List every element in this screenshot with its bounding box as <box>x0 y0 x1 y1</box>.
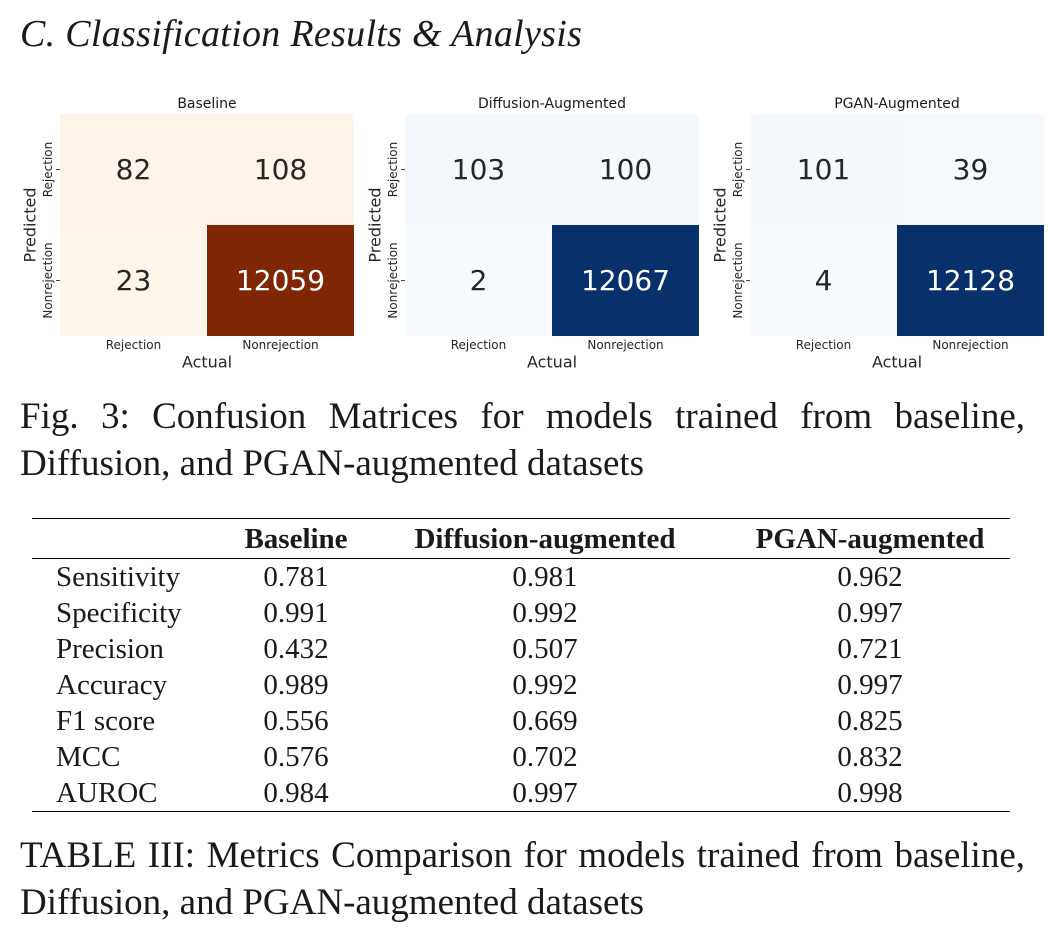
cm-x-tick-label: Nonrejection <box>932 338 1008 352</box>
table-cell: 0.832 <box>837 741 903 773</box>
cm-cell-value: 23 <box>116 264 152 297</box>
table-row: MCC 0.576 0.702 0.832 <box>32 739 1010 775</box>
cm-cell-value: 82 <box>116 153 152 186</box>
figure-caption: Fig. 3: Confusion Matrices for models tr… <box>20 396 1025 484</box>
cm-x-axis-label: Actual <box>872 353 922 372</box>
cm-y-tick-label: Nonrejection <box>386 242 400 318</box>
confusion-matrices-svg: Baseline 82 108 23 12059 Rejection Nonrejectio… <box>21 96 1044 372</box>
table-cell: 0.702 <box>512 741 578 773</box>
cm-cell <box>405 114 552 225</box>
cm-cell <box>60 225 207 336</box>
cm-y-axis-label: Predicted <box>21 187 40 262</box>
cm-cell <box>552 114 699 225</box>
table-row: Precision 0.432 0.507 0.721 <box>32 631 1010 667</box>
table-header-row: Baseline Diffusion-augmented PGAN-augmen… <box>32 518 1010 559</box>
cm-x-tick-label: Rejection <box>106 338 161 352</box>
table-row: Specificity 0.991 0.992 0.997 <box>32 595 1010 631</box>
table-cell: 0.997 <box>837 669 903 701</box>
metrics-table: Baseline Diffusion-augmented PGAN-augmen… <box>32 518 1010 812</box>
table-header-cell: Baseline <box>244 523 348 555</box>
cm-cell-value: 12128 <box>926 264 1015 297</box>
table-cell: 0.992 <box>512 597 578 629</box>
table-cell: 0.997 <box>512 777 578 809</box>
table-row-label: Sensitivity <box>56 561 181 593</box>
table-header-cell: PGAN-augmented <box>755 523 985 555</box>
table-cell: 0.507 <box>512 633 578 665</box>
table-cell: 0.576 <box>263 741 329 773</box>
cm-x-axis-label: Actual <box>182 353 232 372</box>
cm-x-tick-label: Rejection <box>451 338 506 352</box>
cm-x-tick-label: Nonrejection <box>242 338 318 352</box>
cm-cell <box>207 114 354 225</box>
table-cell: 0.825 <box>837 705 903 737</box>
cm-title: Diffusion-Augmented <box>478 96 626 112</box>
table-cell: 0.992 <box>512 669 578 701</box>
cm-cell-value: 39 <box>953 153 989 186</box>
confusion-matrices-figure: Baseline 82 108 23 12059 Rejection Nonrejectio… <box>0 88 1048 378</box>
cm-cell-value: 101 <box>797 153 850 186</box>
section-title: C. Classification Results & Analysis <box>20 13 583 55</box>
cm-cell-value: 100 <box>599 153 652 186</box>
table-cell: 0.556 <box>263 705 329 737</box>
cm-cell-value: 12067 <box>581 264 670 297</box>
cm-cell <box>405 225 552 336</box>
table-row-label: Specificity <box>56 597 182 629</box>
table-row-label: F1 score <box>56 705 156 737</box>
cm-y-tick-label: Nonrejection <box>731 242 745 318</box>
cm-x-axis-label: Actual <box>527 353 577 372</box>
cm-y-tick-label: Rejection <box>386 142 400 197</box>
table-cell: 0.721 <box>837 633 903 665</box>
table-row: Accuracy 0.989 0.992 0.997 <box>32 667 1010 703</box>
table-row: F1 score 0.556 0.669 0.825 <box>32 703 1010 739</box>
table-header-cell: Diffusion-augmented <box>414 523 676 555</box>
table-cell: 0.984 <box>263 777 329 809</box>
cm-x-tick-label: Rejection <box>796 338 851 352</box>
cm-title: Baseline <box>177 96 236 112</box>
table-header-cell <box>32 519 232 559</box>
table-row-label: MCC <box>56 741 121 773</box>
cm-cell-value: 103 <box>452 153 505 186</box>
table-cell: 0.997 <box>837 597 903 629</box>
table-cell: 0.669 <box>512 705 578 737</box>
table-cell: 0.991 <box>263 597 329 629</box>
table-cell: 0.981 <box>512 561 578 593</box>
cm-title: PGAN-Augmented <box>834 96 960 112</box>
cm-cell-value: 4 <box>815 264 833 297</box>
table-row-label: Precision <box>56 633 164 665</box>
table-row-label: Accuracy <box>56 669 168 701</box>
table-cell: 0.998 <box>837 777 903 809</box>
cm-y-axis-label: Predicted <box>366 187 385 262</box>
cm-cell-value: 12059 <box>236 264 325 297</box>
cm-y-tick-label: Rejection <box>731 142 745 197</box>
table-cell: 0.432 <box>263 633 329 665</box>
cm-y-axis-label: Predicted <box>711 187 730 262</box>
cm-cell <box>60 114 207 225</box>
cm-cell <box>552 225 699 336</box>
cm-cell <box>750 225 897 336</box>
cm-x-tick-label: Nonrejection <box>587 338 663 352</box>
table-cell: 0.962 <box>837 561 903 593</box>
cm-cell <box>750 114 897 225</box>
table-cell: 0.781 <box>263 561 329 593</box>
cm-cell-value: 108 <box>254 153 307 186</box>
cm-cell-value: 2 <box>470 264 488 297</box>
table-row-label: AUROC <box>56 777 158 809</box>
cm-cell <box>207 225 354 336</box>
cm-y-tick-label: Rejection <box>41 142 55 197</box>
cm-cell <box>897 114 1044 225</box>
table-caption: TABLE III: Metrics Comparison for models… <box>20 835 1025 923</box>
cm-y-tick-label: Nonrejection <box>41 242 55 318</box>
table-cell: 0.989 <box>263 669 329 701</box>
cm-cell <box>897 225 1044 336</box>
table-row: AUROC 0.984 0.997 0.998 <box>32 775 1010 812</box>
table-row: Sensitivity 0.781 0.981 0.962 <box>32 559 1010 596</box>
